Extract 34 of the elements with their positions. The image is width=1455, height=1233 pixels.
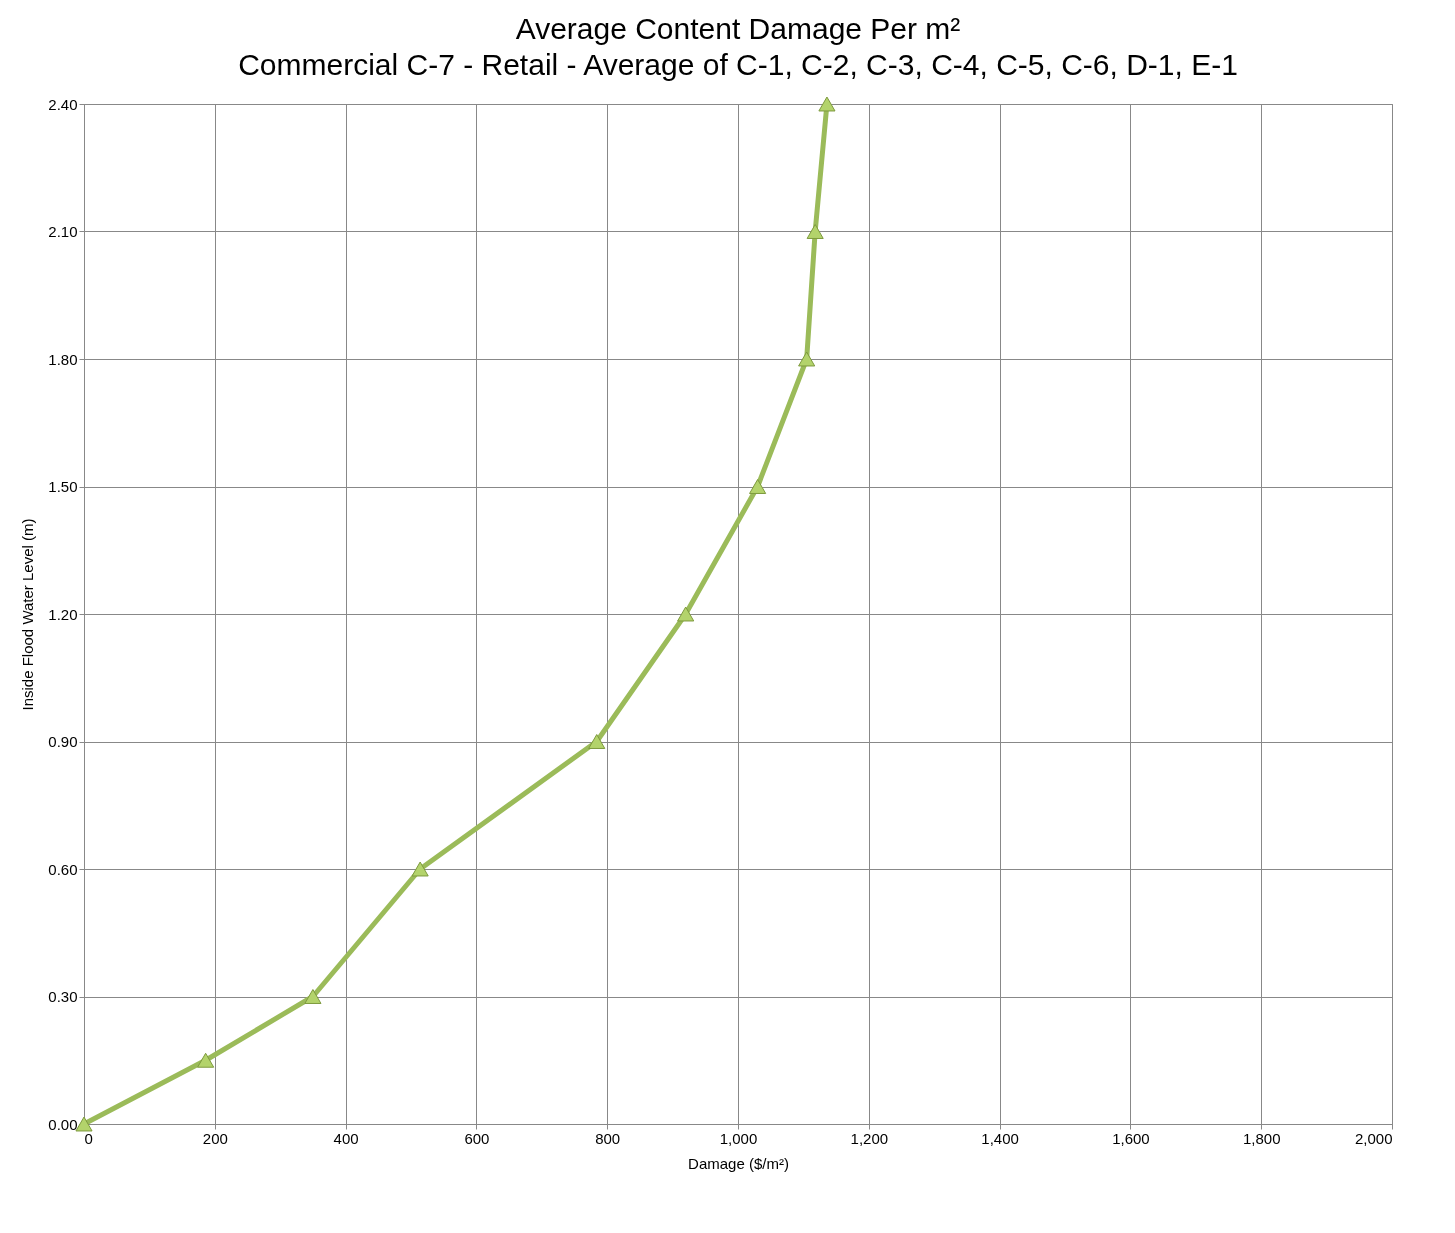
x-tick-label: 1,200	[850, 1129, 889, 1147]
point	[798, 351, 816, 367]
x-tick-label: 600	[464, 1129, 490, 1147]
y-tick-label: 1.20	[48, 605, 78, 623]
y-tick-label: 1.80	[48, 350, 78, 368]
chart-title: Average Content Damage Per m²	[515, 12, 961, 46]
point	[806, 224, 824, 239]
y-tick-label: 0.30	[48, 988, 78, 1005]
x-tick-label: 0	[84, 1129, 93, 1147]
point	[677, 606, 695, 622]
y-tick-label: 0.60	[48, 860, 78, 878]
y-tick-label: 1.50	[48, 478, 78, 495]
x-tick-label: 200	[202, 1129, 228, 1147]
x-axis-title: Damage ($/m²)	[688, 1154, 789, 1172]
x-tick-label: 400	[333, 1129, 359, 1147]
point	[75, 1116, 93, 1132]
x-tick-label: 1,400	[981, 1129, 1019, 1147]
x-tick-label: 1,800	[1242, 1129, 1281, 1147]
y-tick-label: 0.90	[48, 733, 78, 750]
point	[304, 989, 322, 1004]
point	[749, 479, 767, 494]
x-tick-label: 1,600	[1112, 1129, 1150, 1147]
y-tick-label: 2.40	[48, 95, 78, 113]
point	[588, 734, 606, 749]
point	[411, 861, 429, 877]
chart-subtitle: Commercial C-7 - Retail - Average of C-1, C-2, C-3, C-4, C-5, C-6, D-1, E-1	[238, 48, 1238, 82]
y-tick-label: 0.00	[48, 1115, 78, 1133]
y-axis-title: Inside Flood Water Level (m)	[19, 518, 37, 711]
point	[197, 1052, 215, 1068]
y-tick-label: 2.10	[48, 223, 78, 240]
x-tick-label: 2,000	[1354, 1129, 1393, 1147]
x-tick-label: 1,000	[719, 1129, 758, 1147]
x-tick-label: 800	[595, 1129, 621, 1147]
point	[818, 96, 836, 112]
